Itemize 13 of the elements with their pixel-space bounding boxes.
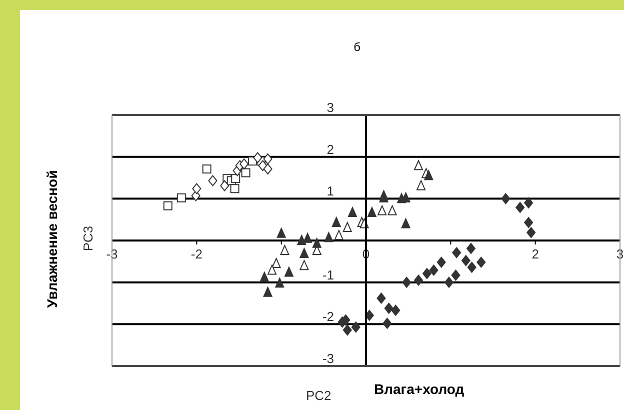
text: Увлажнение весной <box>44 168 60 310</box>
y-tick-label: -3 <box>322 351 334 366</box>
y-tick-label: -2 <box>322 309 334 324</box>
y-tick-label: 3 <box>326 100 334 115</box>
y-axis-title: PC3 <box>80 224 96 253</box>
x-axis-title: PC2 <box>306 388 332 403</box>
text: Влага+холод <box>374 381 464 397</box>
x-tick-label: 2 <box>532 246 539 262</box>
chart-title: б <box>352 40 362 54</box>
x-tick-label: -2 <box>190 246 202 262</box>
y-tick-label: 2 <box>326 142 334 157</box>
y-tick-label: 1 <box>326 184 334 199</box>
y-tick-label: -1 <box>322 267 334 282</box>
